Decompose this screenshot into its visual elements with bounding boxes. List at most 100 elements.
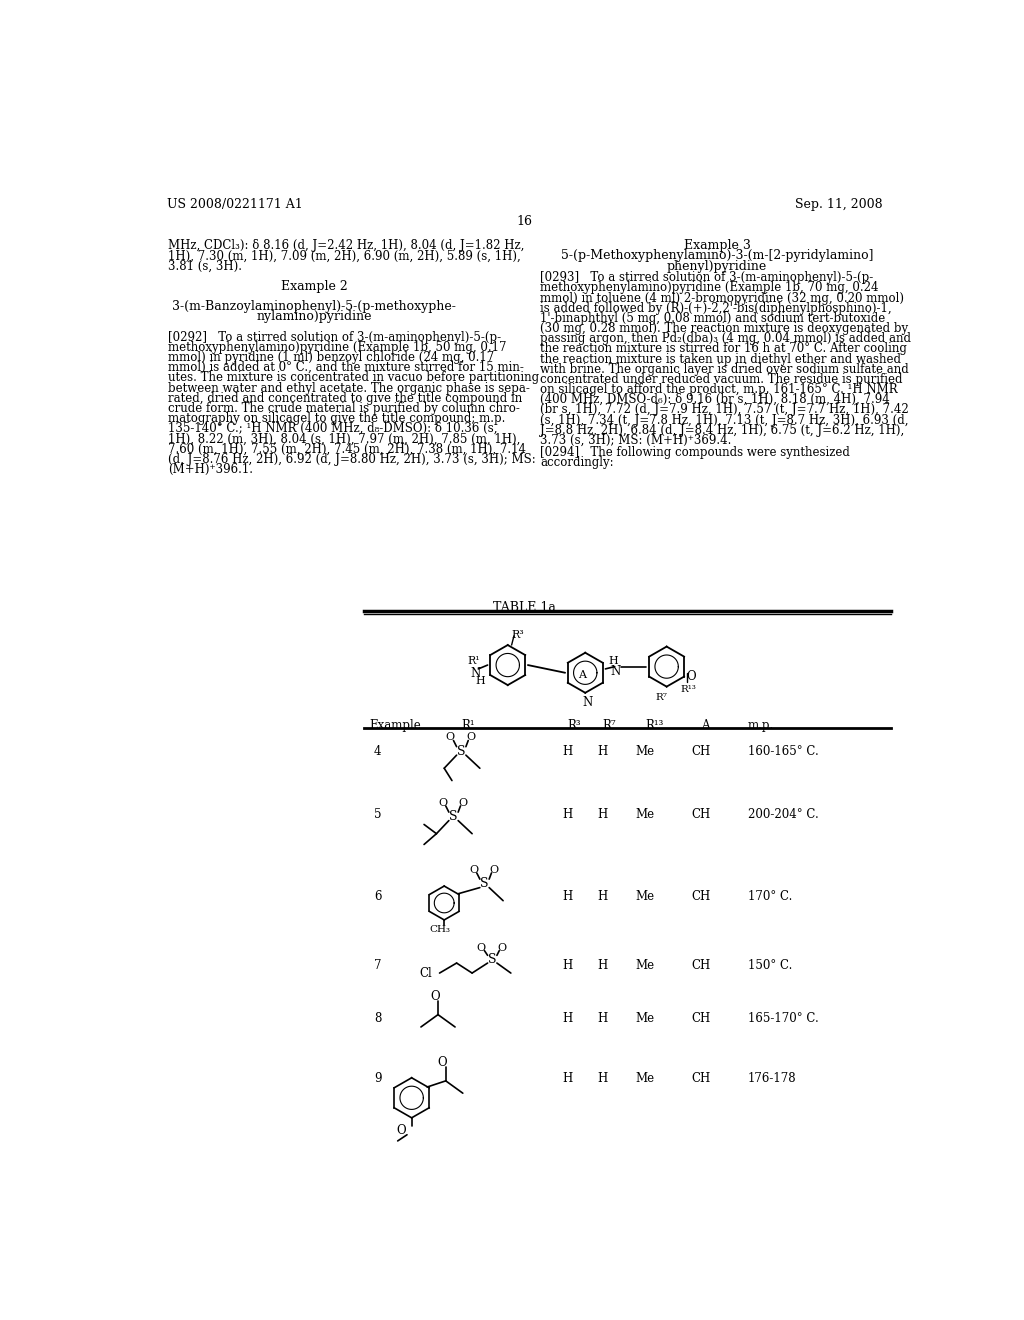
Text: the reaction mixture is stirred for 16 h at 70° C. After cooling: the reaction mixture is stirred for 16 h…: [541, 342, 907, 355]
Text: Me: Me: [635, 808, 654, 821]
Text: O: O: [438, 1056, 447, 1069]
Text: R¹³: R¹³: [681, 685, 696, 694]
Text: A: A: [579, 669, 586, 680]
Text: O: O: [445, 733, 455, 742]
Text: R³: R³: [512, 630, 524, 640]
Text: 8: 8: [374, 1012, 381, 1026]
Text: (M+H)⁺396.1.: (M+H)⁺396.1.: [168, 463, 253, 475]
Text: 165-170° C.: 165-170° C.: [748, 1012, 819, 1026]
Text: J=8.8 Hz, 2H), 6.84 (d, J=8.4 Hz, 1H), 6.75 (t, J=6.2 Hz, 1H),: J=8.8 Hz, 2H), 6.84 (d, J=8.4 Hz, 1H), 6…: [541, 424, 904, 437]
Text: on silicagel to afford the product, m.p. 161-165° C. ¹H NMR: on silicagel to afford the product, m.p.…: [541, 383, 898, 396]
Text: phenyl)pyridine: phenyl)pyridine: [667, 260, 767, 272]
Text: CH: CH: [692, 1012, 711, 1026]
Text: accordingly:: accordingly:: [541, 455, 614, 469]
Text: Me: Me: [635, 1012, 654, 1026]
Text: Example 3: Example 3: [684, 239, 751, 252]
Text: matography on silicagel to give the title compound; m.p.: matography on silicagel to give the titl…: [168, 412, 506, 425]
Text: N: N: [583, 696, 593, 709]
Text: CH: CH: [692, 808, 711, 821]
Text: [0293]   To a stirred solution of 3-(m-aminophenyl)-5-(p-: [0293] To a stirred solution of 3-(m-ami…: [541, 272, 873, 284]
Text: 1H), 7.30 (m, 1H), 7.09 (m, 2H), 6.90 (m, 2H), 5.89 (s, 1H),: 1H), 7.30 (m, 1H), 7.09 (m, 2H), 6.90 (m…: [168, 249, 521, 263]
Text: H: H: [597, 1012, 607, 1026]
Text: O: O: [489, 865, 499, 875]
Text: Example 2: Example 2: [281, 280, 347, 293]
Text: US 2008/0221171 A1: US 2008/0221171 A1: [167, 198, 302, 211]
Text: 9: 9: [374, 1072, 381, 1085]
Text: [0292]   To a stirred solution of 3-(m-aminophenyl)-5-(p-: [0292] To a stirred solution of 3-(m-ami…: [168, 331, 502, 343]
Text: 3-(m-Banzoylaminophenyl)-5-(p-methoxyphe-: 3-(m-Banzoylaminophenyl)-5-(p-methoxyphe…: [172, 300, 456, 313]
Text: 150° C.: 150° C.: [748, 960, 793, 973]
Text: H: H: [597, 960, 607, 973]
Text: methoxyphenylamino)pyridine (Example 1b, 70 mg, 0.24: methoxyphenylamino)pyridine (Example 1b,…: [541, 281, 879, 294]
Text: nylamino)pyridine: nylamino)pyridine: [256, 310, 372, 323]
Text: CH: CH: [692, 744, 711, 758]
Text: MHz, CDCl₃): δ 8.16 (d, J=2.42 Hz, 1H), 8.04 (d, J=1.82 Hz,: MHz, CDCl₃): δ 8.16 (d, J=2.42 Hz, 1H), …: [168, 239, 524, 252]
Text: H: H: [597, 744, 607, 758]
Text: mmol) in toluene (4 ml) 2-bromopyridine (32 mg, 0.20 mmol): mmol) in toluene (4 ml) 2-bromopyridine …: [541, 292, 904, 305]
Text: R³: R³: [567, 719, 581, 733]
Text: (s, 1H), 7.34 (t, J=7.8 Hz, 1H), 7.13 (t, J=8.7 Hz, 3H), 6.93 (d,: (s, 1H), 7.34 (t, J=7.8 Hz, 1H), 7.13 (t…: [541, 413, 909, 426]
Text: R¹³: R¹³: [645, 719, 664, 733]
Text: H: H: [597, 890, 607, 903]
Text: 160-165° C.: 160-165° C.: [748, 744, 819, 758]
Text: H: H: [475, 676, 485, 686]
Text: (400 MHz, DMSO-d₆): δ 9.16 (br s, 1H), 8.18 (m, 4H), 7.94: (400 MHz, DMSO-d₆): δ 9.16 (br s, 1H), 8…: [541, 393, 890, 407]
Text: methoxyphenylamino)pyridine (Example 1b, 50 mg, 0.17: methoxyphenylamino)pyridine (Example 1b,…: [168, 341, 507, 354]
Text: O: O: [497, 944, 506, 953]
Text: (30 mg, 0.28 mmol). The reaction mixture is deoxygenated by: (30 mg, 0.28 mmol). The reaction mixture…: [541, 322, 908, 335]
Text: H: H: [597, 1072, 607, 1085]
Text: H: H: [562, 890, 572, 903]
Text: [0294]   The following compounds were synthesized: [0294] The following compounds were synt…: [541, 446, 850, 458]
Text: 3.81 (s, 3H).: 3.81 (s, 3H).: [168, 260, 243, 272]
Text: O: O: [469, 865, 478, 875]
Text: with brine. The organic layer is dried over sodium sulfate and: with brine. The organic layer is dried o…: [541, 363, 909, 376]
Text: 7: 7: [374, 960, 381, 973]
Text: m.p.: m.p.: [748, 719, 774, 733]
Text: 170° C.: 170° C.: [748, 890, 793, 903]
Text: 3.73 (s, 3H); MS: (M+H)⁺369.4.: 3.73 (s, 3H); MS: (M+H)⁺369.4.: [541, 434, 732, 447]
Text: Me: Me: [635, 890, 654, 903]
Text: concentrated under reduced vacuum. The residue is purified: concentrated under reduced vacuum. The r…: [541, 374, 903, 385]
Text: 5: 5: [374, 808, 381, 821]
Text: R¹: R¹: [467, 656, 480, 665]
Text: CH: CH: [692, 1072, 711, 1085]
Text: passing argon, then Pd₂(dba)₃ (4 mg, 0.04 mmol) is added and: passing argon, then Pd₂(dba)₃ (4 mg, 0.0…: [541, 333, 911, 346]
Text: 4: 4: [374, 744, 381, 758]
Text: Cl: Cl: [419, 966, 432, 979]
Text: S: S: [488, 953, 497, 966]
Text: O: O: [458, 797, 467, 808]
Text: O: O: [477, 944, 486, 953]
Text: CH: CH: [692, 960, 711, 973]
Text: TABLE 1a: TABLE 1a: [494, 601, 556, 614]
Text: 16: 16: [517, 215, 532, 227]
Text: rated, dried and concentrated to give the title compound in: rated, dried and concentrated to give th…: [168, 392, 522, 405]
Text: O: O: [430, 990, 439, 1003]
Text: H: H: [562, 960, 572, 973]
Text: (br s, 1H), 7.72 (d, J=7.9 Hz, 1H), 7.57 (t, J=7.7 Hz, 1H), 7.42: (br s, 1H), 7.72 (d, J=7.9 Hz, 1H), 7.57…: [541, 404, 909, 416]
Text: Me: Me: [635, 960, 654, 973]
Text: CH: CH: [692, 890, 711, 903]
Text: mmol) in pyridine (1 ml) benzoyl chloride (24 mg, 0.17: mmol) in pyridine (1 ml) benzoyl chlorid…: [168, 351, 495, 364]
Text: H: H: [562, 1012, 572, 1026]
Text: N: N: [471, 667, 481, 680]
Text: Sep. 11, 2008: Sep. 11, 2008: [796, 198, 883, 211]
Text: R¹: R¹: [461, 719, 475, 733]
Text: Me: Me: [635, 744, 654, 758]
Text: 7.60 (m, 1H), 7.55 (m, 2H), 7.45 (m, 2H), 7.38 (m, 1H), 7.14: 7.60 (m, 1H), 7.55 (m, 2H), 7.45 (m, 2H)…: [168, 442, 526, 455]
Text: 200-204° C.: 200-204° C.: [748, 808, 819, 821]
Text: H: H: [562, 1072, 572, 1085]
Text: H: H: [608, 656, 618, 665]
Text: Example: Example: [370, 719, 422, 733]
Text: 1H), 8.22 (m, 3H), 8.04 (s, 1H), 7.97 (m, 2H), 7.85 (m, 1H),: 1H), 8.22 (m, 3H), 8.04 (s, 1H), 7.97 (m…: [168, 433, 520, 445]
Text: 176-178: 176-178: [748, 1072, 797, 1085]
Text: O: O: [687, 671, 696, 684]
Text: O: O: [396, 1123, 406, 1137]
Text: R⁷: R⁷: [655, 693, 668, 702]
Text: 135-140° C.; ¹H NMR (400 MHz, d₈-DMSO): δ 10.36 (s,: 135-140° C.; ¹H NMR (400 MHz, d₈-DMSO): …: [168, 422, 498, 436]
Text: H: H: [562, 808, 572, 821]
Text: 5-(p-Methoxyphenylamino)-3-(m-[2-pyridylamino]: 5-(p-Methoxyphenylamino)-3-(m-[2-pyridyl…: [561, 249, 873, 263]
Text: O: O: [438, 797, 447, 808]
Text: CH₃: CH₃: [429, 924, 451, 933]
Text: A: A: [701, 719, 710, 733]
Text: S: S: [457, 744, 466, 758]
